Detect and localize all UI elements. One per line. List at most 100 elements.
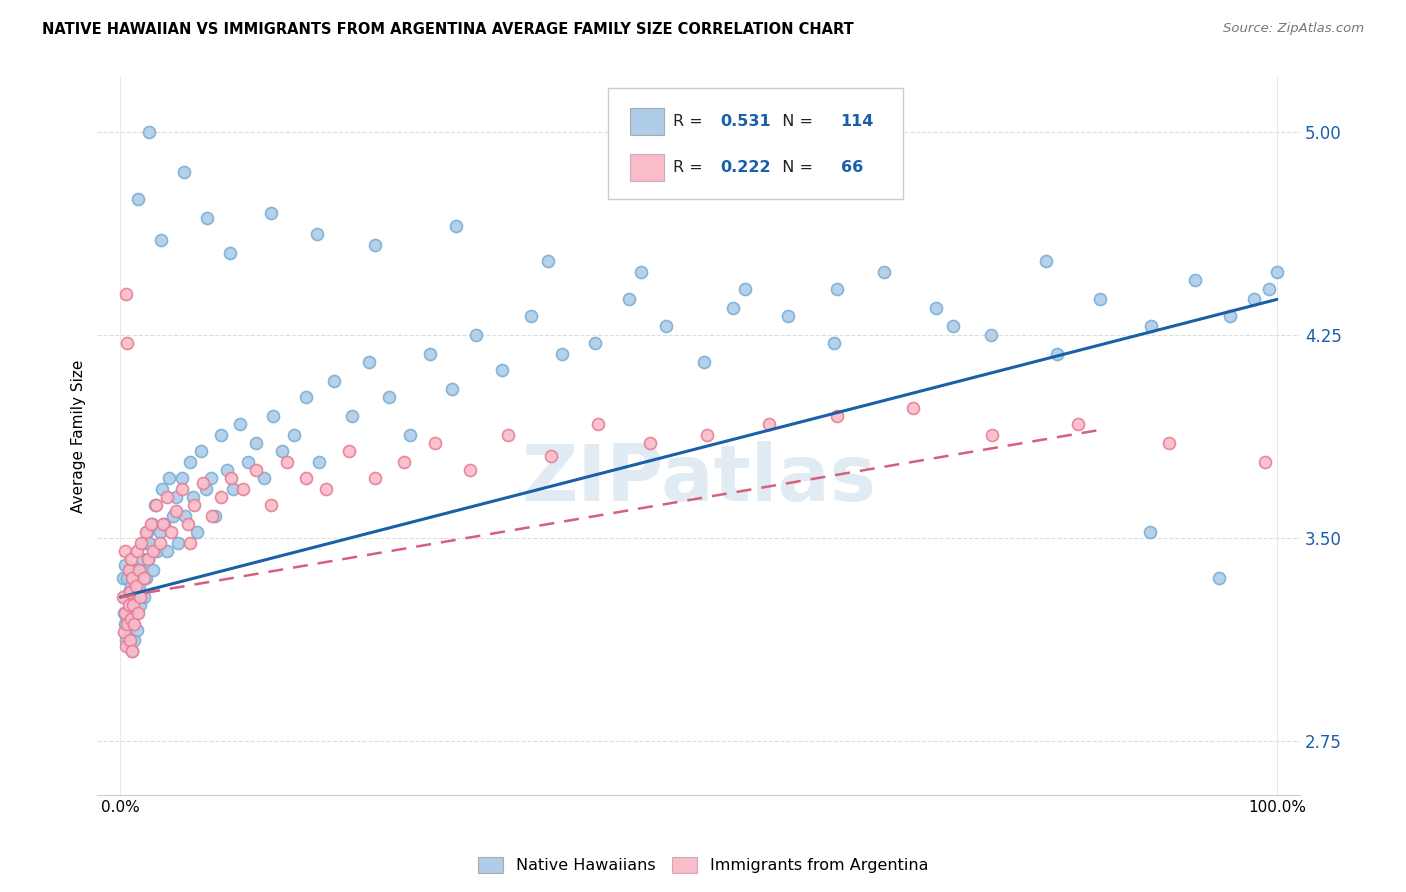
Point (149, 233, 172, 247)
Point (245, 435, 267, 450)
Point (228, 417, 250, 431)
Point (340, 409, 363, 423)
Point (122, 599, 145, 613)
Point (153, 516, 176, 531)
Point (307, 227, 329, 242)
Point (176, 516, 198, 531)
Point (132, 590, 155, 604)
Point (1035, 254, 1057, 268)
Point (209, 427, 232, 442)
Point (121, 644, 143, 658)
Point (215, 463, 238, 477)
Text: N =: N = (772, 113, 818, 128)
Point (134, 536, 156, 550)
Point (127, 607, 149, 621)
Point (1046, 346, 1069, 360)
Point (496, 427, 519, 442)
Point (167, 536, 190, 550)
Point (758, 417, 780, 431)
Point (183, 498, 205, 512)
Point (191, 476, 214, 491)
Point (179, 455, 201, 469)
Point (145, 498, 167, 512)
Point (262, 409, 284, 423)
Point (1088, 293, 1111, 307)
Point (219, 246, 242, 260)
Point (118, 599, 141, 613)
Point (232, 482, 254, 496)
Text: 0.222: 0.222 (720, 160, 770, 175)
Point (540, 450, 562, 464)
Point (696, 427, 718, 442)
Point (138, 536, 160, 550)
Point (117, 584, 139, 599)
Point (630, 265, 652, 279)
Point (129, 536, 152, 550)
Point (655, 319, 678, 334)
Point (162, 508, 184, 523)
Point (136, 552, 159, 566)
Point (156, 544, 179, 558)
Point (693, 354, 716, 368)
Text: NATIVE HAWAIIAN VS IMMIGRANTS FROM ARGENTINA AVERAGE FAMILY SIZE CORRELATION CHA: NATIVE HAWAIIAN VS IMMIGRANTS FROM ARGEN… (42, 22, 853, 37)
Point (136, 525, 159, 540)
Point (586, 417, 609, 431)
Point (170, 482, 193, 496)
Point (1139, 525, 1161, 540)
Point (491, 363, 513, 377)
Point (122, 617, 145, 632)
Point (378, 390, 401, 404)
Point (441, 382, 464, 396)
Point (823, 335, 845, 350)
Point (142, 544, 165, 558)
Text: R =: R = (673, 160, 709, 175)
Point (135, 571, 157, 585)
Point (114, 558, 136, 572)
Point (114, 617, 136, 632)
Point (127, 590, 149, 604)
Point (124, 633, 146, 648)
Point (323, 374, 346, 388)
Point (115, 639, 138, 653)
Point (117, 599, 139, 613)
Point (125, 544, 148, 558)
Point (160, 525, 183, 540)
Point (125, 623, 148, 637)
Point (723, 301, 745, 315)
Point (980, 327, 1002, 342)
Point (173, 165, 195, 179)
Point (149, 536, 172, 550)
Point (117, 617, 139, 632)
Point (537, 254, 560, 268)
Point (120, 612, 142, 626)
Point (1265, 265, 1288, 279)
Point (901, 401, 924, 415)
Point (183, 490, 205, 504)
Point (129, 563, 152, 577)
Point (981, 427, 1004, 442)
Point (520, 309, 543, 323)
Point (136, 552, 159, 566)
Point (734, 281, 756, 295)
Point (260, 206, 283, 220)
Point (1067, 417, 1090, 431)
Point (1243, 293, 1265, 307)
Point (120, 579, 142, 593)
Point (398, 427, 420, 442)
Point (174, 508, 197, 523)
Point (141, 516, 163, 531)
Point (128, 563, 150, 577)
Point (245, 463, 267, 477)
Point (236, 455, 259, 469)
Point (121, 601, 143, 615)
Point (114, 544, 136, 558)
Point (190, 444, 212, 458)
Point (128, 579, 150, 593)
Point (464, 327, 486, 342)
Point (142, 563, 165, 577)
Point (135, 525, 157, 540)
Point (423, 435, 446, 450)
Point (115, 287, 138, 301)
Point (179, 536, 201, 550)
Text: 66: 66 (841, 160, 863, 175)
